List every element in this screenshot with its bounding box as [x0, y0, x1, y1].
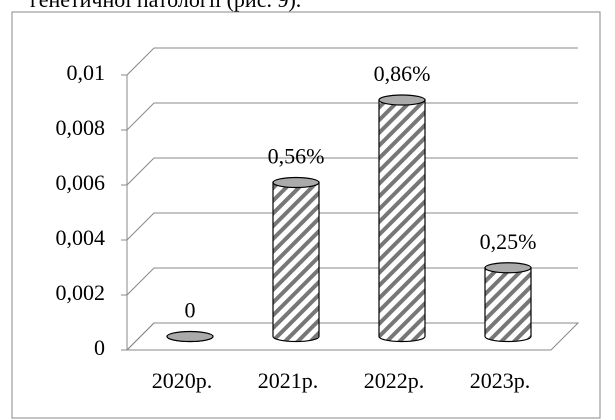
x-tick-label: 2023р. [470, 368, 531, 393]
bar [272, 176, 320, 343]
x-tick-label: 2020р. [152, 368, 213, 393]
value-label: 0 [185, 298, 196, 323]
grid-line [126, 212, 578, 241]
grid-line [126, 102, 578, 131]
grid-line [126, 267, 578, 296]
grid-line [126, 47, 578, 76]
y-tick-label: 0,008 [56, 115, 106, 140]
x-tick-label: 2022р. [364, 368, 425, 393]
grid-line [126, 157, 578, 186]
chart-border [11, 11, 601, 419]
y-tick-label: 0,006 [56, 170, 106, 195]
page-text: генетичної патології (рис. 9). [30, 0, 301, 12]
bar [484, 262, 532, 343]
bar-top [166, 330, 214, 343]
bar [378, 94, 426, 343]
bar-body [484, 267, 532, 343]
y-tick-label: 0,004 [56, 225, 106, 250]
bar-top [484, 262, 532, 274]
value-label: 0,86% [374, 61, 431, 86]
value-label: 0,56% [268, 144, 325, 169]
bar-top [272, 176, 320, 189]
value-label: 0,25% [480, 229, 537, 254]
grid-line [126, 322, 578, 351]
bar-top [378, 94, 426, 106]
y-tick-label: 0,002 [56, 280, 106, 305]
y-tick-label: 0 [94, 335, 105, 360]
bar-body [272, 181, 320, 343]
bar [166, 330, 214, 343]
x-tick-label: 2021р. [258, 368, 319, 393]
y-tick-label: 0,01 [67, 60, 106, 85]
bar-body [378, 99, 426, 343]
